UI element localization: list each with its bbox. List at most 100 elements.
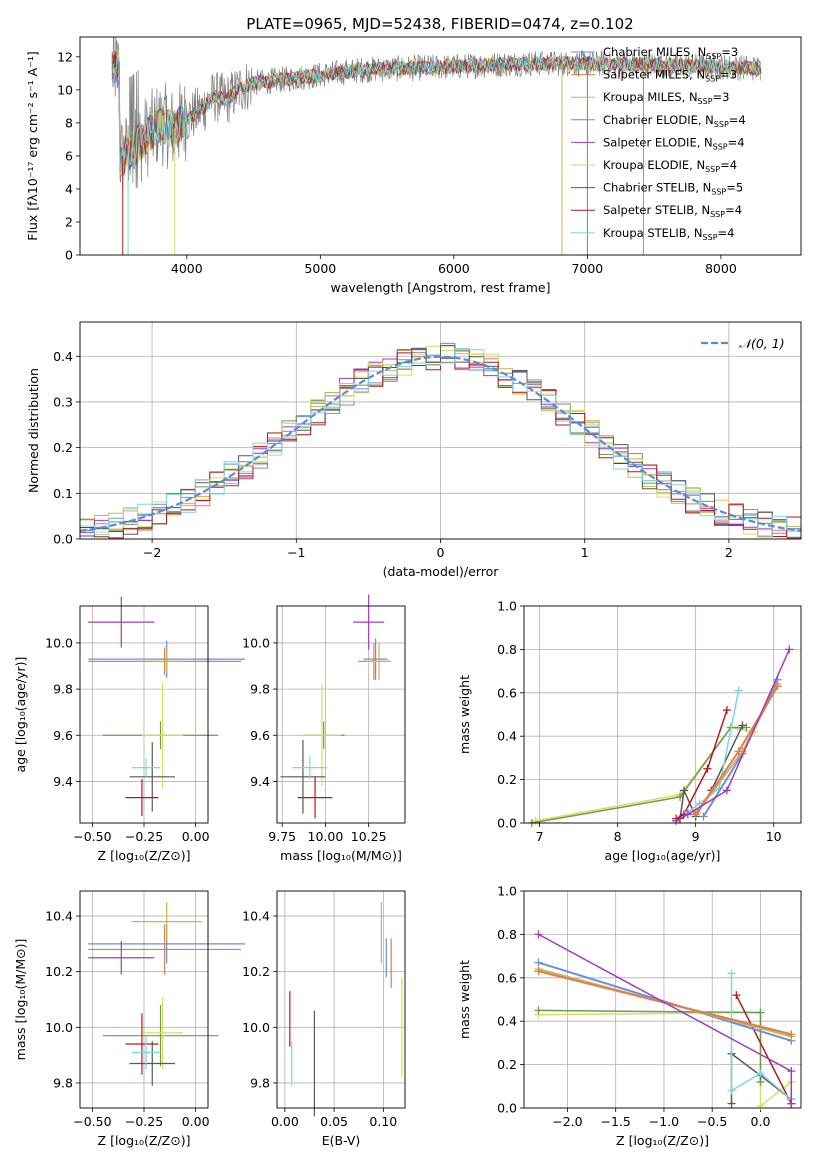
weight-line-miles_salpeter <box>694 685 779 815</box>
x-axis-label: Z [log₁₀(Z/Z⊙)] <box>98 848 191 863</box>
y-tick-label: 0.6 <box>497 685 517 700</box>
weight-line-elodie_salpeter <box>675 649 790 822</box>
x-tick-label: −1.5 <box>601 1114 631 1129</box>
axes-frame <box>276 605 406 824</box>
y-tick-label: 0.3 <box>53 394 73 409</box>
x-tick-label: 10.00 <box>308 829 344 844</box>
axes-frame <box>79 321 802 540</box>
panel-weight_vs_age: 7 8 9 10 0.0 0.2 0.4 0.6 0.8 1.0 age [log₁₀(age/yr… <box>457 599 802 863</box>
x-axis-label: (data-model)/error <box>383 564 500 579</box>
x-tick-label: 9 <box>692 829 700 844</box>
legend-subscript: SSP <box>705 75 720 84</box>
axes-frame <box>79 36 802 256</box>
y-tick-label: 10.2 <box>45 964 73 979</box>
histogram-stelib_chabrier <box>80 345 801 537</box>
legend-suffix: =3 <box>721 45 738 59</box>
weight-marker-stelib_salpeter <box>703 764 712 773</box>
legend-suffix: =4 <box>728 135 745 149</box>
y-tick-label: 10.4 <box>45 909 73 924</box>
y-tick-label: 9.8 <box>250 1075 270 1090</box>
x-tick-label: −0.5 <box>697 1114 727 1129</box>
y-tick-label: 0.6 <box>497 970 517 985</box>
x-tick-label: 7 <box>536 829 544 844</box>
x-tick-label: 6000 <box>438 261 470 276</box>
histogram-stelib_kroupa <box>80 348 801 538</box>
legend-label: Salpeter MILES, N <box>603 68 705 82</box>
weight-marker-stelib_kroupa <box>756 1069 765 1078</box>
legend-label: Kroupa MILES, N <box>603 90 698 104</box>
legend-subscript: SSP <box>698 97 713 106</box>
model-spectrum-stelib_chabrier <box>111 50 762 172</box>
y-axis-label: mass [log₁₀(M/M⊙)] <box>13 939 28 1061</box>
legend-entry: Chabrier ELODIE, NSSP=4 <box>603 113 746 129</box>
x-tick-label: 8 <box>614 829 622 844</box>
legend-suffix: =4 <box>729 113 746 127</box>
histograms <box>80 342 801 539</box>
axes-frame <box>523 890 802 1109</box>
x-tick-label: −2.0 <box>552 1114 582 1129</box>
legend-suffix: =4 <box>725 203 742 217</box>
panel-mass_vs_ebv: 0.00 0.05 0.10 9.8 10.0 10.2 10.4 E(B-V) <box>242 890 406 1148</box>
y-tick-label: 0.2 <box>497 772 517 787</box>
y-tick-label: 10.0 <box>45 635 73 650</box>
axes-frame <box>79 890 209 1109</box>
y-tick-label: 0 <box>65 248 73 263</box>
legend-subscript: SSP <box>714 120 729 129</box>
x-tick-label: 0.05 <box>320 1114 348 1129</box>
y-tick-label: 8 <box>65 115 73 130</box>
weight-marker-elodie_salpeter <box>672 816 681 825</box>
legend-subscript: SSP <box>711 188 726 197</box>
weight-marker-elodie_kroupa <box>756 1101 765 1110</box>
x-tick-label: 1 <box>581 545 589 560</box>
y-tick-label: 9.6 <box>53 728 73 743</box>
y-tick-label: 9.8 <box>250 682 270 697</box>
legend-suffix: =4 <box>720 158 737 172</box>
panel-spectrum: 4000 5000 6000 7000 8000 0 2 4 6 8 10 12 wavelength … <box>25 36 802 295</box>
weight-marker-elodie_salpeter <box>787 1099 796 1108</box>
spectrum-lines <box>111 37 762 255</box>
weight-marker-elodie_chabrier <box>534 1006 543 1015</box>
y-tick-label: 12 <box>57 49 73 64</box>
legend-label: Chabrier MILES, N <box>603 45 706 59</box>
weight-line-miles_chabrier <box>538 961 792 1042</box>
x-tick-label: 10.25 <box>351 829 387 844</box>
weight-marker-stelib_salpeter <box>722 706 731 715</box>
weight-line-stelib_kroupa <box>730 973 792 1100</box>
y-tick-label: 0.8 <box>497 927 517 942</box>
x-axis-label: Z [log₁₀(Z/Z⊙)] <box>616 1133 709 1148</box>
legend-entry: Kroupa MILES, NSSP=3 <box>603 90 729 106</box>
weight-line-stelib_chabrier <box>730 1052 792 1104</box>
y-tick-label: 10.4 <box>242 909 270 924</box>
weight-marker-miles_salpeter <box>773 682 782 691</box>
x-tick-label: 2 <box>725 545 733 560</box>
legend-subscript: SSP <box>703 233 718 242</box>
x-tick-label: 0.0 <box>751 1114 771 1129</box>
y-axis-label: mass weight <box>457 675 472 754</box>
legend-entry: Chabrier MILES, NSSP=3 <box>603 45 738 61</box>
x-tick-label: 10 <box>766 829 782 844</box>
x-axis-label: Z [log₁₀(Z/Z⊙)] <box>98 1133 191 1148</box>
legend-label: Kroupa ELODIE, N <box>603 158 705 172</box>
legend-entry: 𝒩(0, 1) <box>739 336 785 351</box>
y-tick-label: 0.2 <box>497 1057 517 1072</box>
x-tick-label: −0.50 <box>73 829 111 844</box>
y-tick-label: 10 <box>57 82 73 97</box>
legend-subscript: SSP <box>710 210 725 219</box>
normal-curve <box>80 355 801 533</box>
weight-marker-stelib_chabrier <box>679 786 688 795</box>
x-tick-label: 0.00 <box>182 1114 210 1129</box>
y-tick-label: 0.4 <box>497 729 517 744</box>
y-axis-label: Normed distribution <box>26 368 41 493</box>
x-tick-label: 7000 <box>571 261 603 276</box>
legend-subscript: SSP <box>706 52 721 61</box>
weight-marker-stelib_salpeter <box>732 991 741 1000</box>
weight-marker-stelib_kroupa <box>727 969 736 978</box>
model-spectrum-stelib_kroupa <box>111 55 762 177</box>
axes-frame <box>523 605 802 824</box>
x-tick-label: −1.0 <box>649 1114 679 1129</box>
weight-marker-miles_salpeter <box>691 810 700 819</box>
legend-entry: Salpeter STELIB, NSSP=4 <box>603 203 742 219</box>
legend-entry: Kroupa STELIB, NSSP=4 <box>603 226 734 242</box>
weight-marker-miles_salpeter <box>734 747 743 756</box>
x-tick-label: −0.50 <box>73 1114 111 1129</box>
